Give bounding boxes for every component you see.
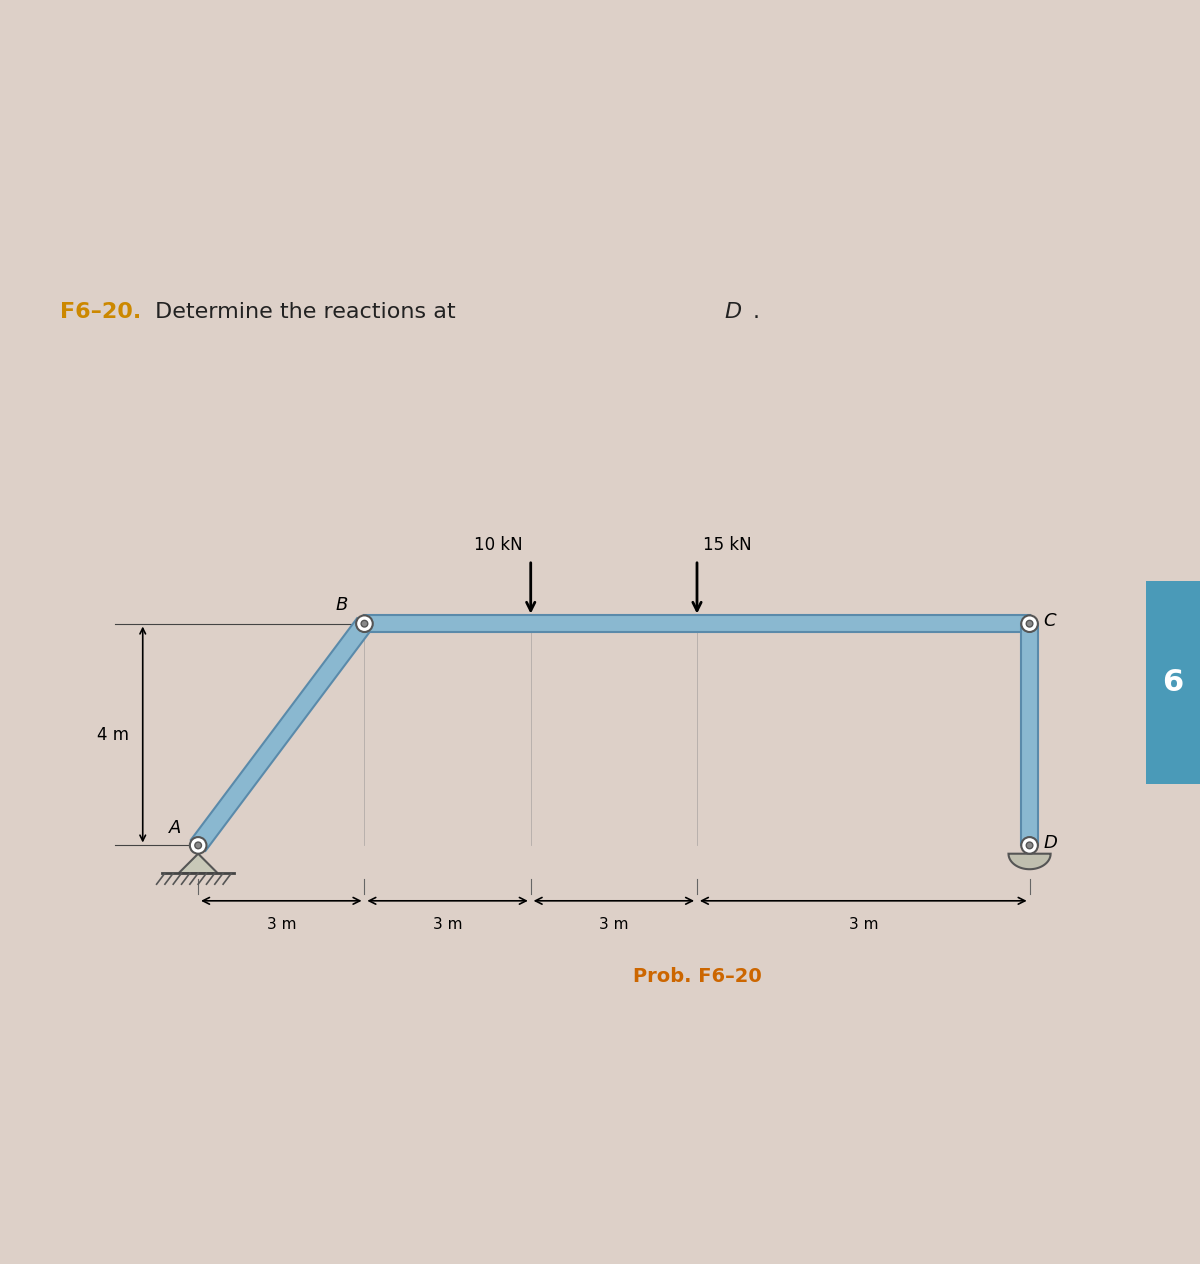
Text: 4 m: 4 m [97, 726, 128, 743]
Text: 10 kN: 10 kN [474, 536, 522, 555]
Text: 3 m: 3 m [433, 918, 462, 933]
Polygon shape [1008, 853, 1051, 870]
Circle shape [1021, 616, 1038, 632]
Text: 15 kN: 15 kN [702, 536, 751, 555]
Circle shape [361, 621, 367, 627]
Circle shape [1021, 837, 1038, 853]
Text: 6: 6 [1162, 669, 1183, 696]
Text: B: B [336, 595, 348, 614]
Text: A: A [169, 819, 181, 837]
Text: .: . [752, 302, 760, 322]
Text: D: D [1044, 834, 1057, 852]
Text: 3 m: 3 m [848, 918, 878, 933]
Text: C: C [1044, 612, 1056, 629]
Text: Prob. F6–20: Prob. F6–20 [632, 967, 761, 986]
Circle shape [1026, 621, 1033, 627]
Text: D: D [725, 302, 742, 322]
Text: Determine the reactions at: Determine the reactions at [149, 302, 463, 322]
Circle shape [194, 842, 202, 848]
Polygon shape [1021, 623, 1038, 846]
Text: F6–20.: F6–20. [60, 302, 140, 322]
Circle shape [356, 616, 373, 632]
Polygon shape [179, 853, 217, 873]
Polygon shape [365, 616, 1030, 632]
Circle shape [190, 837, 206, 853]
Polygon shape [191, 618, 372, 851]
Text: 3 m: 3 m [266, 918, 296, 933]
Circle shape [1026, 842, 1033, 848]
Text: 3 m: 3 m [599, 918, 629, 933]
